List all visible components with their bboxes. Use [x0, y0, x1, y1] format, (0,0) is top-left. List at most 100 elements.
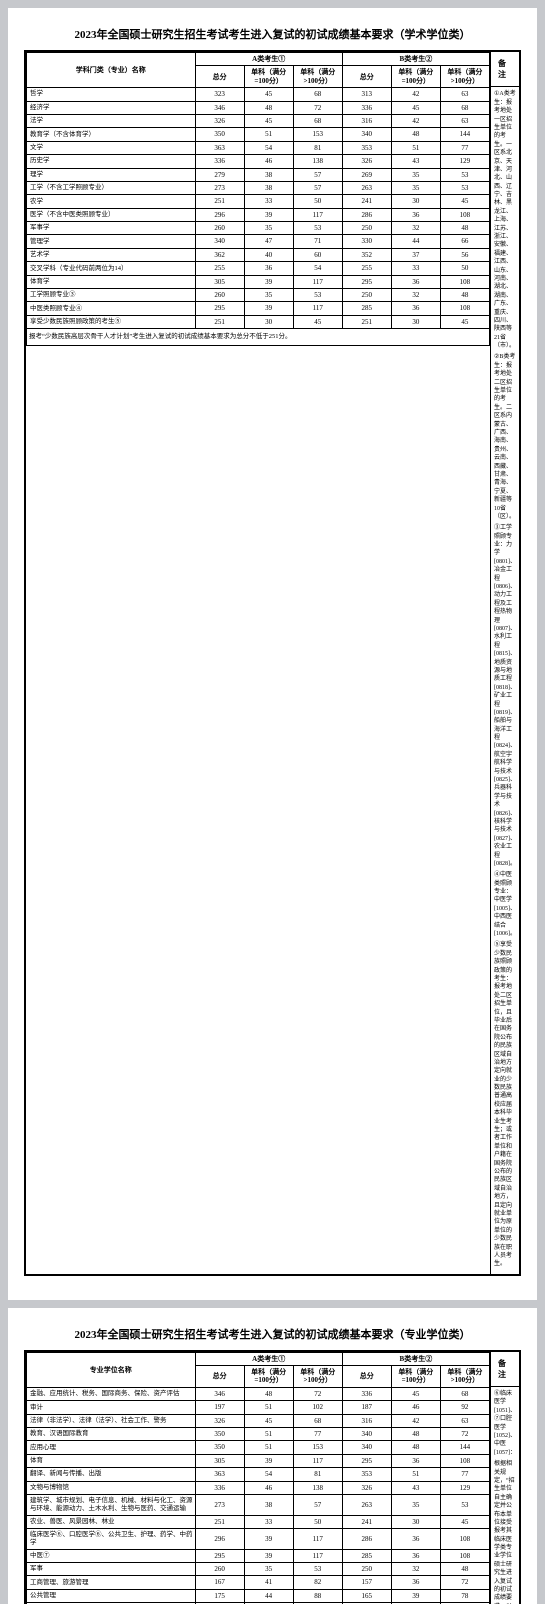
cell-value: 46 [244, 155, 293, 168]
cell-value: 273 [195, 181, 244, 194]
cell-value: 46 [391, 1401, 440, 1414]
cell-value: 336 [342, 101, 391, 114]
cell-value: 326 [342, 155, 391, 168]
cell-value: 30 [391, 195, 440, 208]
cell-value: 251 [342, 315, 391, 328]
cell-value: 72 [440, 1576, 489, 1589]
cell-value: 54 [244, 1468, 293, 1481]
cell-value: 46 [391, 1603, 440, 1604]
cell-value: 108 [440, 302, 489, 315]
cell-value: 279 [195, 168, 244, 181]
th-sub: 单科（满分>100分） [440, 1366, 489, 1388]
cell-value: 33 [391, 262, 440, 275]
cell-value: 42 [391, 114, 440, 127]
cell-value: 48 [440, 222, 489, 235]
cell-value: 48 [440, 1562, 489, 1575]
cell-value: 286 [342, 208, 391, 221]
table-row: 应用心理3505115334048144 [27, 1441, 490, 1454]
cell-value: 53 [293, 1562, 342, 1575]
cell-value: 316 [342, 1414, 391, 1427]
table-row: 体育3053911729536108 [27, 1454, 490, 1467]
cell-value: 92 [440, 1603, 489, 1604]
page-2: 2023年全国硕士研究生招生考试考生进入复试的初试成绩基本要求（专业学位类）专业… [8, 1308, 537, 1604]
cell-value: 51 [244, 1603, 293, 1604]
th-sub: 单科（满分>100分） [440, 66, 489, 88]
table-row: 会计197511021874692 [27, 1603, 490, 1604]
table-row: 医学（不含中医类照顾专业）2963911728636108 [27, 208, 490, 221]
cell-value: 263 [342, 1494, 391, 1515]
cell-value: 44 [244, 1589, 293, 1602]
cell-value: 53 [293, 222, 342, 235]
cell-name: 中医类照顾专业④ [27, 302, 196, 315]
table-row: 公共管理17544881653978 [27, 1589, 490, 1602]
cell-value: 53 [293, 289, 342, 302]
cell-value: 33 [244, 195, 293, 208]
th-group-b: B类考生② [342, 53, 489, 66]
cell-name: 审计 [27, 1401, 196, 1414]
remark-item: ④中医类照顾专业：中医学[1005]、中西医结合[1006]。 [494, 871, 516, 938]
cell-value: 35 [391, 1494, 440, 1515]
cell-value: 45 [440, 1515, 489, 1528]
cell-value: 45 [244, 1414, 293, 1427]
cell-value: 48 [440, 289, 489, 302]
table-row: 工商管理、旅游管理16741821573672 [27, 1576, 490, 1589]
cell-value: 54 [244, 141, 293, 154]
cell-name: 中医⑦ [27, 1549, 196, 1562]
cell-value: 273 [195, 1494, 244, 1515]
cell-value: 323 [195, 88, 244, 101]
cell-name: 医学（不含中医类照顾专业） [27, 208, 196, 221]
cell-value: 108 [440, 1528, 489, 1549]
th-sub: 单科（满分>100分） [293, 66, 342, 88]
cell-value: 63 [440, 114, 489, 127]
cell-name: 管理学 [27, 235, 196, 248]
cell-value: 88 [293, 1589, 342, 1602]
cell-value: 40 [244, 248, 293, 261]
cell-value: 117 [293, 275, 342, 288]
cell-value: 72 [293, 101, 342, 114]
th-name: 专业学位名称 [27, 1352, 196, 1387]
cell-value: 57 [293, 168, 342, 181]
cell-name: 金融、应用统计、税务、国际商务、保险、资产评估 [27, 1387, 196, 1400]
table-row: 理学27938572693553 [27, 168, 490, 181]
cell-value: 251 [195, 1515, 244, 1528]
cell-value: 36 [391, 1549, 440, 1562]
cell-value: 30 [244, 315, 293, 328]
cell-value: 117 [293, 1549, 342, 1562]
cell-value: 241 [342, 1515, 391, 1528]
remark-item: ②B类考生：报考地处二区招生单位的考生。二区系内蒙古、广西、海南、贵州、云南、西… [494, 353, 516, 521]
cell-value: 35 [244, 289, 293, 302]
cell-name: 享受少数民族照顾政策的考生⑤ [27, 315, 196, 328]
cell-name: 军事 [27, 1562, 196, 1575]
table-row: 哲学32345683134263 [27, 88, 490, 101]
cell-value: 108 [440, 1549, 489, 1562]
cell-value: 36 [391, 1528, 440, 1549]
cell-value: 48 [391, 128, 440, 141]
cell-name: 文学 [27, 141, 196, 154]
cell-value: 117 [293, 208, 342, 221]
cell-value: 39 [244, 208, 293, 221]
table-row: 艺术学36240603523756 [27, 248, 490, 261]
cell-value: 39 [244, 1454, 293, 1467]
cell-value: 295 [342, 275, 391, 288]
cell-value: 326 [195, 1414, 244, 1427]
cell-value: 316 [342, 114, 391, 127]
cell-name: 交叉学科（专业代码前两位为14） [27, 262, 196, 275]
cell-name: 军事学 [27, 222, 196, 235]
cell-value: 241 [342, 195, 391, 208]
th-sub: 单科（满分=100分） [244, 66, 293, 88]
table-row: 金融、应用统计、税务、国际商务、保险、资产评估34648723364568 [27, 1387, 490, 1400]
table-row: 经济学34648723364568 [27, 101, 490, 114]
cell-value: 269 [342, 168, 391, 181]
th-name: 学科门类（专业）名称 [27, 53, 196, 88]
cell-value: 45 [440, 195, 489, 208]
remark-item: 根据相关规定，“招生单位自主确定并公布本单位接受报考其临床医学类专业学位硕士研究… [494, 1460, 516, 1604]
table-row: 享受少数民族照顾政策的考生⑤25130452513045 [27, 315, 490, 328]
th-group-b: B类考生② [342, 1352, 489, 1365]
table-row: 管理学34047713304466 [27, 235, 490, 248]
cell-value: 48 [391, 1428, 440, 1441]
table-row: 教育、汉语国际教育35051773404872 [27, 1428, 490, 1441]
table-row: 中医⑦2953911728536108 [27, 1549, 490, 1562]
cell-value: 39 [244, 302, 293, 315]
page-1: 2023年全国硕士研究生招生考试考生进入复试的初试成绩基本要求（学术学位类）学科… [8, 8, 537, 1300]
cell-value: 296 [195, 208, 244, 221]
